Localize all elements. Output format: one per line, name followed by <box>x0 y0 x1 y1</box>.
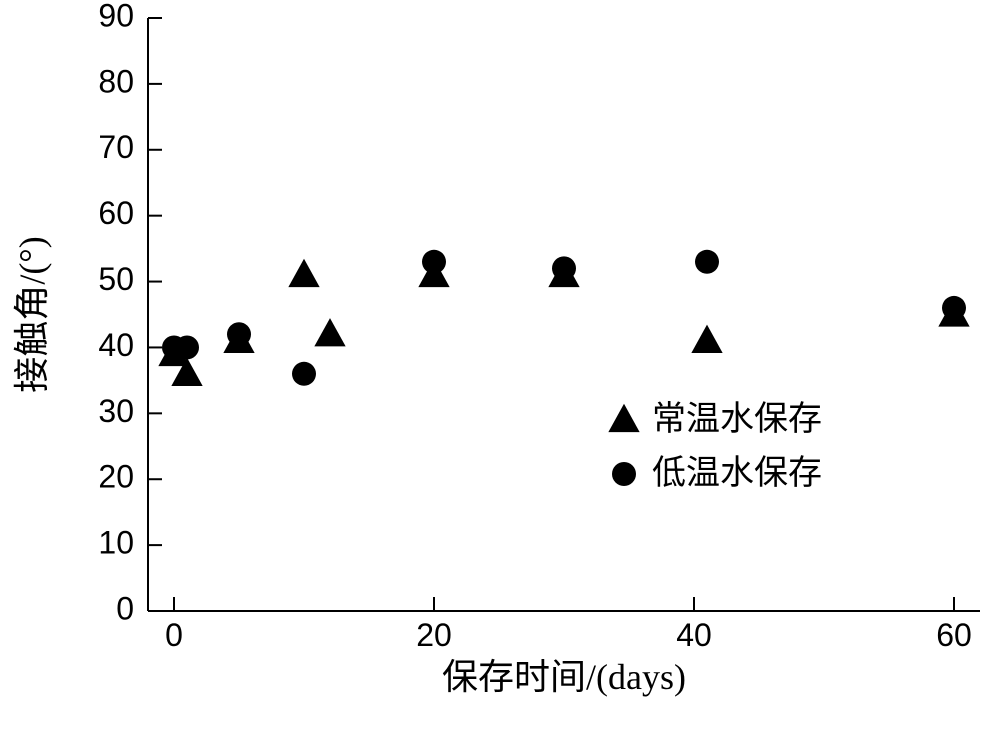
data-point-circle <box>292 362 316 386</box>
legend-label: 低温水保存 <box>652 454 822 492</box>
scatter-chart: 0 10 20 30 40 50 60 70 80 90 0 20 40 60 接触角/(°) 保存时间/(d… <box>0 0 1000 729</box>
data-point-triangle <box>691 325 722 353</box>
y-tick-label: 50 <box>98 261 134 297</box>
chart-container: 0 10 20 30 40 50 60 70 80 90 0 20 40 60 接触角/(°) 保存时间/(d… <box>0 0 1000 729</box>
y-tick-label: 40 <box>98 327 134 363</box>
data-point-circle <box>227 322 251 346</box>
x-tick-label: 40 <box>676 617 712 653</box>
y-tick-label: 20 <box>98 459 134 495</box>
data-point-triangle <box>314 318 345 346</box>
y-tick-label: 30 <box>98 393 134 429</box>
x-tick-label: 60 <box>936 617 972 653</box>
y-tick-label: 10 <box>98 525 134 561</box>
data-point-circle <box>695 250 719 274</box>
y-tick-label: 60 <box>98 195 134 231</box>
y-tick-label: 70 <box>98 129 134 165</box>
data-point-circle <box>552 256 576 280</box>
y-tick-label: 0 <box>116 590 134 626</box>
y-tick-label: 80 <box>98 63 134 99</box>
y-axis-title: 接触角/(°) <box>12 236 52 392</box>
legend-marker-triangle <box>608 404 639 432</box>
data-point-circle <box>422 250 446 274</box>
x-tick-label: 20 <box>416 617 452 653</box>
data-point-circle <box>175 335 199 359</box>
y-tick-label: 90 <box>98 0 134 33</box>
data-point-triangle <box>288 259 319 287</box>
legend-label: 常温水保存 <box>652 400 822 438</box>
x-tick-label: 0 <box>165 617 183 653</box>
x-axis-title: 保存时间/(days) <box>442 657 686 697</box>
data-point-circle <box>942 296 966 320</box>
legend-marker-circle <box>612 462 636 486</box>
